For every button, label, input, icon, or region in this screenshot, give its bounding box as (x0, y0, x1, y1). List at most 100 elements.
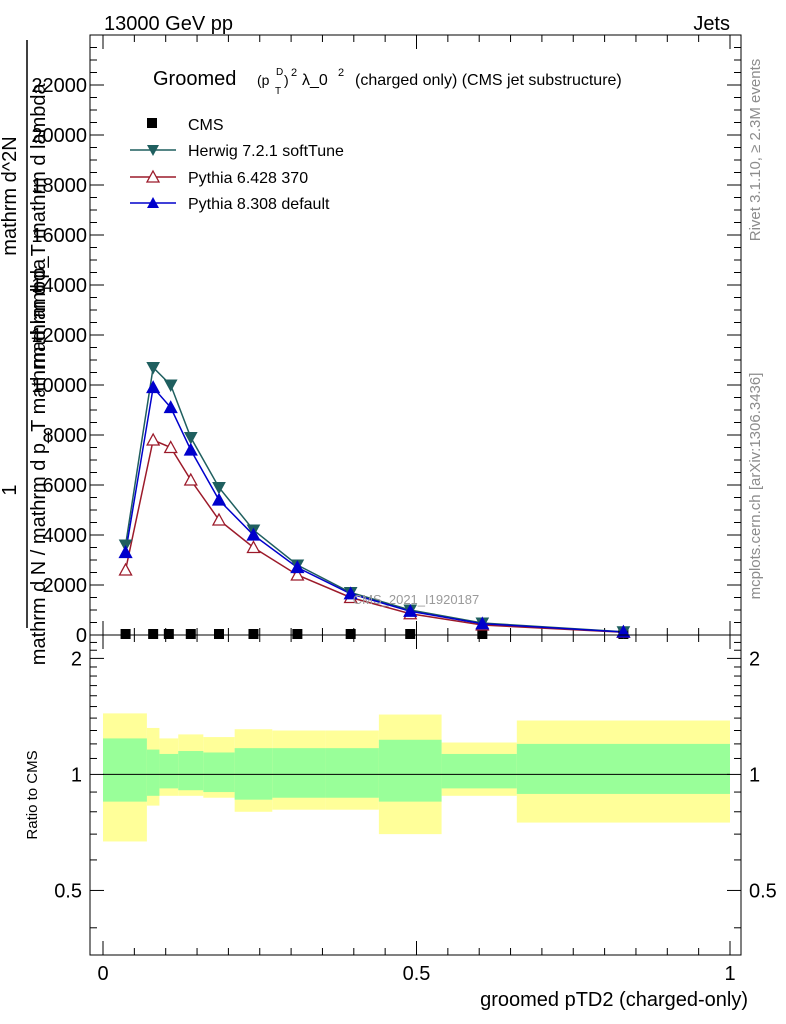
y-tick-label: 18000 (31, 175, 87, 197)
legend-label-py8: Pythia 8.308 default (188, 196, 330, 213)
x-tick-label: 1 (724, 963, 735, 985)
ratio-y-tick-label-left: 2 (71, 648, 82, 670)
marker-py8 (475, 616, 490, 630)
ratio-band-inner (441, 753, 517, 789)
ylabel-one: 1 (0, 484, 21, 495)
ylabel-line2: mathrm d N / mathrm d p_T mathrm d lambd… (28, 258, 50, 665)
title-rest: (charged only) (CMS jet substructure) (355, 72, 622, 89)
ratio-x-ticks: 0 0.5 1 (97, 635, 736, 985)
main-panel: 0 2000 4000 6000 8000 10000 12000 14000 16000 180… (0, 34, 742, 665)
marker-py6 (246, 540, 261, 554)
category-label: Jets (693, 13, 730, 35)
y-axis-label: mathrm d^2N mathrm d p_T mathrm d lambda… (0, 40, 50, 665)
marker-cms (120, 629, 131, 639)
marker-py8 (616, 624, 631, 638)
y-tick-label: 4000 (43, 525, 88, 547)
marker-herwig (146, 362, 161, 375)
y-tick-label: 16000 (31, 225, 87, 247)
title-ptd-close: ) (284, 72, 289, 88)
y-tick-label: 8000 (43, 425, 88, 447)
legend-marker-herwig (147, 145, 159, 156)
x-tick-label: 0 (97, 963, 108, 985)
y-tick-label: 12000 (31, 325, 87, 347)
ratio-band-inner (203, 752, 235, 793)
marker-py6 (183, 472, 198, 486)
marker-py8 (343, 586, 358, 600)
marker-py8 (403, 603, 418, 617)
mcplots-label: mcplots.cern.ch [arXiv:1306.3436] (747, 373, 764, 600)
legend-label-cms: CMS (188, 117, 224, 134)
ratio-band-inner (272, 748, 326, 798)
legend-label-herwig: Herwig 7.2.1 softTune (188, 143, 344, 160)
energy-label: 13000 GeV pp (104, 13, 233, 35)
marker-py8 (163, 400, 178, 414)
marker-herwig (163, 379, 178, 393)
marker-cms (477, 629, 488, 639)
marker-py6 (118, 562, 133, 576)
y-tick-label: 14000 (31, 275, 87, 297)
ratio-band-inner (325, 748, 379, 798)
title-sym-exp: 2 (338, 67, 344, 79)
marker-py8 (246, 527, 261, 541)
ratio-band-inner (516, 743, 730, 794)
marker-py6 (290, 567, 305, 581)
legend-marker-py6 (145, 169, 161, 183)
y-tick-label: 6000 (43, 475, 88, 497)
ratio-band-inner (146, 749, 160, 796)
marker-py6 (163, 440, 178, 454)
rivet-label: Rivet 3.1.10, ≥ 2.3M events (747, 59, 764, 242)
marker-herwig (183, 432, 198, 445)
ratio-y-tick-label-left: 0.5 (54, 880, 82, 902)
x-tick-label: 0.5 (403, 963, 431, 985)
chart-title: Groomed (p D T ) 2 λ_0 2 (charged only) … (153, 67, 622, 97)
ratio-bands (103, 713, 730, 842)
title-ptd-sup: D (276, 67, 283, 78)
y-tick-label: 0 (76, 625, 87, 647)
y-tick-label: 20000 (31, 125, 87, 147)
marker-cms (248, 629, 259, 639)
y-tick-label: 10000 (31, 375, 87, 397)
series-markers (118, 362, 631, 639)
ratio-band-inner (234, 748, 273, 800)
ylabel-top: mathrm d^2N (0, 136, 21, 255)
marker-py8 (183, 442, 198, 456)
y-tick-label: 2000 (43, 575, 88, 597)
ratio-y-tick-label-left: 1 (71, 764, 82, 786)
main-x-ticks (102, 35, 731, 635)
marker-cms (292, 629, 303, 639)
ratio-y-tick-label-right: 0.5 (749, 880, 777, 902)
marker-cms (345, 629, 356, 639)
marker-cms (213, 629, 224, 639)
title-sym: λ_0 (302, 72, 328, 89)
marker-cms (163, 629, 174, 639)
marker-py8 (290, 560, 305, 574)
ratio-y-ticks: 0.5 0.5 1 1 2 2 (54, 641, 777, 929)
marker-py8 (118, 545, 133, 559)
marker-py6 (146, 432, 161, 446)
ratio-band-inner (159, 753, 179, 789)
main-y-ticks: 0 2000 4000 6000 8000 10000 12000 14000 16000 180… (31, 47, 741, 647)
ratio-panel: 0.5 0.51 12 2 0 0.5 1 Ratio to CMS groomed pT… (24, 634, 777, 1011)
marker-herwig (212, 482, 226, 495)
ratio-plot-frame (89, 634, 742, 956)
marker-py6 (211, 512, 227, 526)
legend: CMS Herwig 7.2.1 softTune Pythia 6.428 3… (130, 117, 344, 213)
y-tick-label: 22000 (31, 75, 87, 97)
marker-py8 (211, 492, 227, 506)
ylabel-line1: mathrm d p_T mathrm d lambda (28, 82, 50, 368)
title-exp: 2 (291, 67, 297, 79)
title-ptd-open: (p (257, 72, 270, 88)
ratio-band-inner (378, 739, 442, 802)
marker-cms (148, 629, 159, 639)
ratio-y-tick-label-right: 2 (749, 648, 760, 670)
title-ptd-sub: T (275, 86, 281, 97)
ratio-band-inner (178, 751, 204, 791)
marker-cms (405, 629, 416, 639)
watermark: CMS_2021_I1920187 (353, 592, 480, 607)
marker-cms (185, 629, 196, 639)
marker-py8 (146, 380, 161, 394)
ratio-band-inner (103, 738, 147, 802)
ratio-y-tick-label-right: 1 (749, 764, 760, 786)
legend-label-py6: Pythia 6.428 370 (188, 170, 308, 187)
